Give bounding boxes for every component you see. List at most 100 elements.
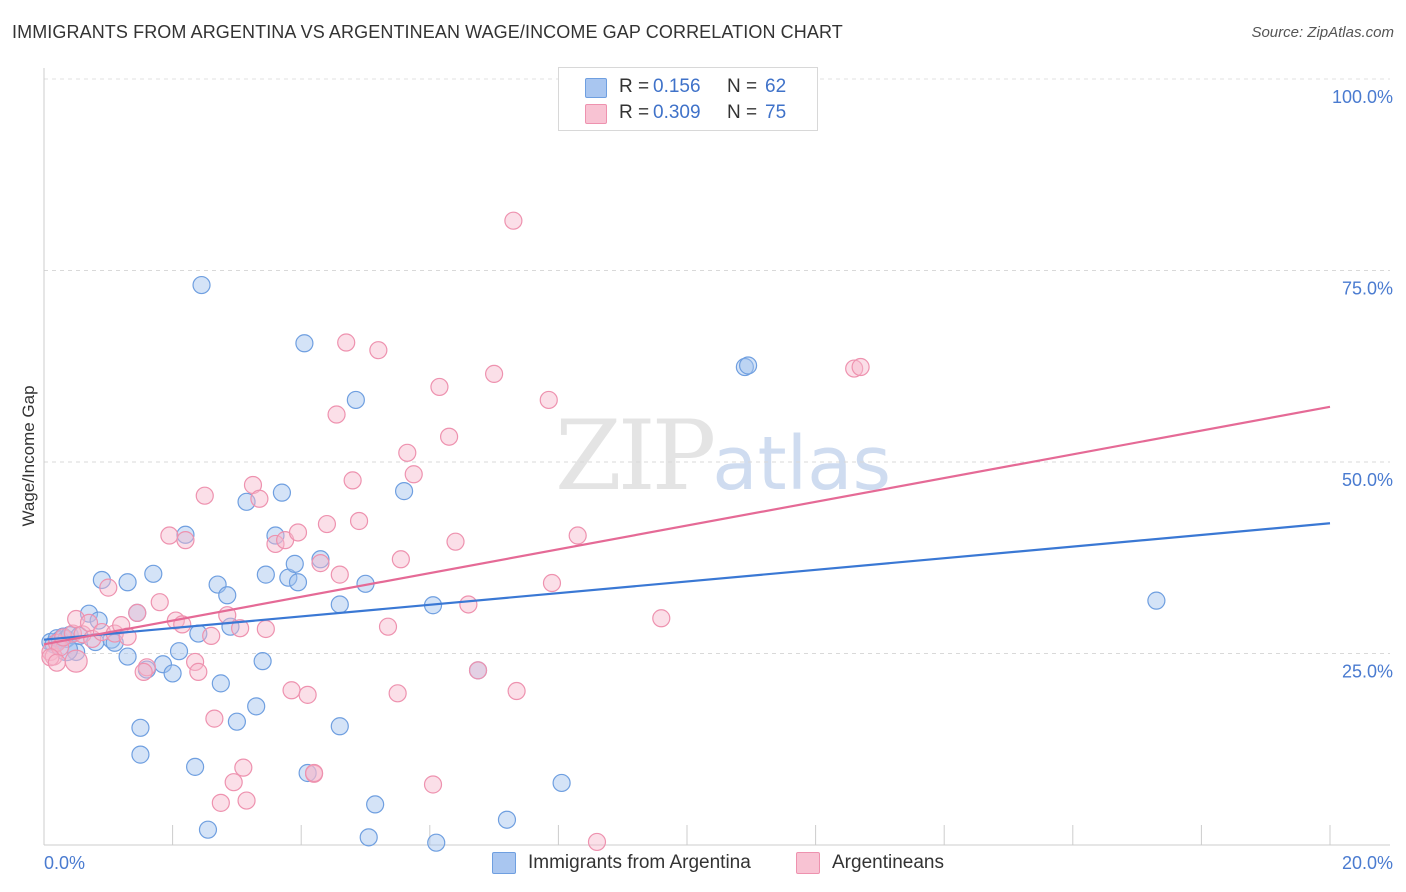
point-argentineans (330, 565, 349, 584)
point-argentineans (64, 649, 88, 673)
point-immigrants (330, 717, 349, 736)
point-immigrants (218, 586, 237, 605)
legend-swatch-blue (585, 78, 607, 98)
point-immigrants (366, 795, 385, 814)
point-argentineans (202, 626, 221, 645)
point-argentineans (539, 390, 558, 410)
point-argentineans (250, 489, 269, 508)
point-argentineans (205, 709, 224, 728)
point-argentineans (343, 471, 362, 490)
point-immigrants (144, 564, 163, 583)
legend-n-value: 75 (765, 102, 787, 123)
point-argentineans (459, 595, 478, 614)
x-tick-label: 20.0% (1342, 853, 1393, 873)
point-argentineans (430, 377, 449, 397)
point-immigrants (346, 390, 365, 410)
point-immigrants (359, 828, 378, 847)
x-tick-label: 0.0% (44, 853, 85, 873)
legend-r-label: R = (619, 102, 650, 123)
point-argentineans (349, 511, 369, 531)
point-immigrants (227, 712, 246, 731)
point-argentineans (568, 526, 587, 545)
point-argentineans (439, 427, 459, 446)
point-immigrants (118, 573, 137, 592)
chart-title: IMMIGRANTS FROM ARGENTINA VS ARGENTINEAN… (12, 22, 843, 42)
y-tick-label: 50.0% (1342, 470, 1393, 490)
legend-r-value: 0.309 (653, 102, 701, 123)
point-immigrants (272, 483, 292, 502)
point-argentineans (388, 684, 407, 703)
point-argentineans (851, 357, 870, 377)
trend-line-immigrants (43, 522, 1331, 641)
legend-swatch-pink (585, 104, 607, 124)
point-argentineans (211, 793, 230, 812)
legend-n-value: 62 (765, 76, 787, 97)
tick-labels: 25.0% 50.0% 75.0% 100.0% 0.0% 20.0% Wage/Incom… (19, 87, 1393, 873)
legend-label-immigrants: Immigrants from Argentina (528, 852, 751, 873)
series-argentineans-points (41, 211, 870, 852)
point-immigrants (118, 647, 137, 666)
point-argentineans (507, 681, 526, 701)
grid-lines (44, 78, 1390, 654)
point-argentineans (311, 554, 330, 573)
legend-label-argentineans: Argentineans (832, 852, 944, 873)
point-argentineans (423, 775, 443, 794)
point-argentineans (134, 662, 153, 681)
legend-swatch-blue (492, 852, 516, 874)
point-argentineans (504, 211, 523, 230)
y-tick-label: 75.0% (1342, 279, 1393, 299)
trend-lines (43, 405, 1331, 646)
point-immigrants (192, 275, 211, 295)
point-argentineans (234, 758, 253, 777)
point-argentineans (304, 763, 324, 783)
point-immigrants (131, 718, 150, 737)
point-immigrants (330, 595, 349, 614)
point-argentineans (398, 443, 417, 462)
point-argentineans (845, 359, 864, 378)
point-argentineans (446, 532, 465, 551)
point-immigrants (131, 745, 150, 764)
legend-swatch-pink (796, 852, 820, 874)
point-immigrants (253, 652, 272, 671)
point-immigrants (738, 356, 758, 375)
point-argentineans (99, 578, 118, 597)
point-immigrants (288, 573, 308, 592)
point-argentineans (224, 773, 243, 792)
point-immigrants (552, 773, 571, 793)
legend-r-value: 0.156 (653, 76, 701, 97)
point-argentineans (256, 619, 275, 639)
point-argentineans (298, 685, 317, 704)
watermark: ZIPatlas (555, 400, 891, 512)
y-tick-label: 25.0% (1342, 662, 1393, 682)
legend-item-immigrants: Immigrants from Argentina (492, 852, 751, 874)
point-immigrants (256, 565, 275, 584)
point-immigrants (176, 525, 195, 544)
point-immigrants (295, 334, 314, 353)
series-immigrants-points (41, 275, 1166, 852)
point-immigrants (394, 482, 414, 501)
legend-n-label: N = (727, 102, 758, 123)
point-argentineans (176, 531, 195, 550)
point-immigrants (186, 757, 205, 776)
point-immigrants (163, 664, 182, 683)
point-argentineans (327, 405, 346, 424)
point-argentineans (266, 534, 285, 554)
axes (43, 68, 1390, 846)
watermark-zip: ZIP (555, 400, 716, 512)
point-immigrants (311, 550, 330, 569)
legend-item-argentineans: Argentineans (796, 852, 944, 874)
point-argentineans (587, 832, 607, 852)
point-immigrants (497, 810, 517, 829)
point-argentineans (189, 662, 208, 681)
point-argentineans (282, 681, 301, 700)
legend-row-immigrants: R = 0.156 N = 62 (585, 76, 839, 98)
trend-line-argentineans (43, 405, 1331, 646)
point-argentineans (468, 661, 488, 680)
point-argentineans (485, 364, 504, 384)
point-argentineans (160, 526, 179, 545)
point-argentineans (542, 573, 562, 593)
point-immigrants (1147, 591, 1166, 610)
stats-legend: R = 0.156 N = 62 R = 0.309 N = 75 (558, 67, 818, 131)
point-argentineans (195, 486, 214, 505)
